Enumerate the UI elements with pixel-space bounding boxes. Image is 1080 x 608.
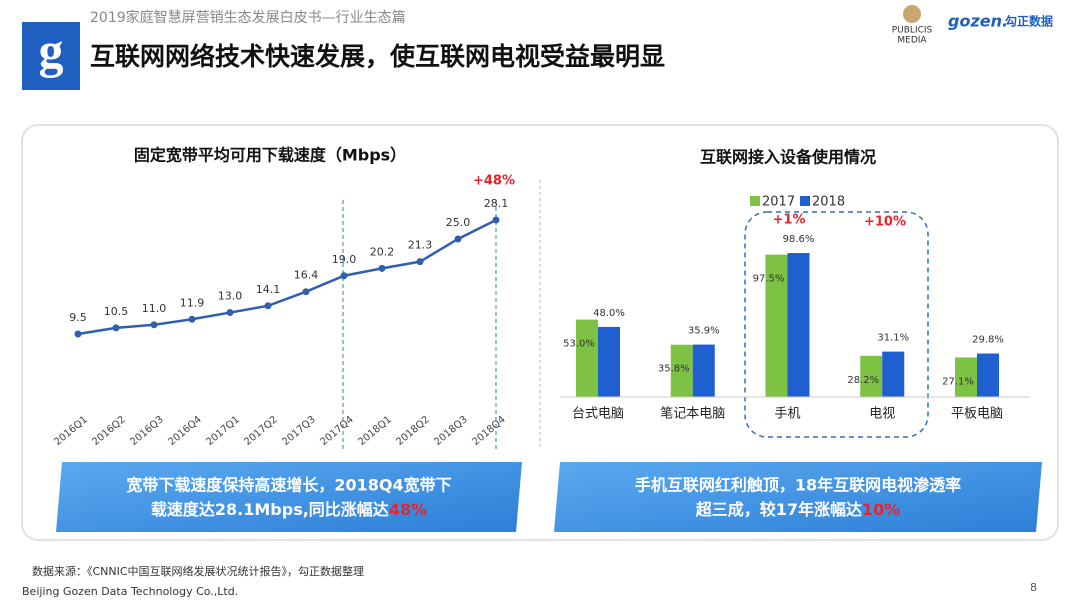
point [226,309,234,317]
value-label: 11.9 [180,296,205,309]
point [416,258,424,266]
legend-label: 2018 [812,195,845,210]
legend-swatch [800,196,810,206]
x-tick-label: 2016Q2 [90,414,127,448]
x-tick-label: 2018Q2 [394,414,431,448]
bar [787,253,810,397]
logo-letter: g [39,22,64,78]
x-tick-label: 2018Q4 [470,414,507,448]
point [302,288,310,296]
callout-text: 超三成，较17年涨幅达 [695,500,862,519]
callout-box [56,462,522,532]
bar [598,326,620,397]
bar [692,344,715,397]
value-label: 48.0% [593,308,625,319]
value-label: 21.3 [408,239,433,252]
value-label: 35.9% [688,326,720,337]
bar [882,351,905,397]
value-label: 10.5 [104,305,129,318]
title: 互联网网络技术快速发展，使互联网电视受益最明显 [90,42,665,71]
point [492,216,500,224]
point [454,235,462,243]
value-label: 28.1 [484,197,509,210]
source: 数据来源：《CNNIC中国互联网络发展状况统计报告》，勾正数据整理 [32,564,364,578]
point [150,321,158,329]
value-label: 16.4 [294,269,319,282]
point [112,324,120,332]
bar [955,357,977,397]
value-label: 9.5 [69,311,87,324]
chart-title: 固定宽带平均可用下载速度（Mbps） [134,146,406,165]
callout-highlight: 10% [862,500,900,519]
chart-title: 互联网接入设备使用情况 [700,148,876,167]
page-number: 8 [1030,581,1037,594]
x-tick-label: 2018Q3 [432,414,469,448]
value-label: 53.0% [563,339,595,350]
callout-highlight: 48% [389,500,427,519]
callout-text: 宽带下载速度保持高速增长，2018Q4宽带下 [126,476,451,495]
gozen-text: gozen. [948,12,1008,31]
x-tick-label: 平板电脑 [951,407,1003,422]
point [340,272,348,280]
annotation: +10% [864,215,906,230]
value-label: 29.8% [972,334,1004,345]
value-label: 25.0 [446,216,471,229]
logo-box [22,22,80,90]
annotation: +48% [473,174,515,189]
x-tick-label: 台式电脑 [572,407,624,422]
bar [860,355,883,397]
publicis-text: MEDIA [897,36,927,46]
point [264,302,272,310]
x-tick-label: 2017Q3 [280,414,317,448]
x-tick-label: 电视 [869,407,895,422]
point [378,264,386,272]
value-label: 35.8% [658,364,690,375]
callout-text: 超三成，较17年涨幅达10% [695,500,901,519]
x-tick-label: 2018Q1 [356,414,393,448]
legend-label: 2017 [762,195,795,210]
callout-box [554,462,1042,532]
company: Beijing Gozen Data Technology Co.,Ltd. [22,585,238,598]
callout-text: 载速度达28.1Mbps,同比涨幅达48% [151,500,427,519]
x-tick-label: 手机 [774,407,800,422]
x-tick-label: 2016Q3 [128,414,165,448]
value-label: 31.1% [877,333,909,344]
gozen-text: 勾正数据 [1005,14,1053,29]
x-tick-label: 2017Q2 [242,414,279,448]
x-tick-label: 2016Q1 [52,414,89,448]
value-label: 19.0 [332,253,357,266]
x-tick-label: 2017Q1 [204,414,241,448]
subtitle: 2019家庭智慧屏营销生态发展白皮书—行业生态篇 [90,9,406,26]
value-label: 98.6% [783,234,815,245]
bar [765,254,788,397]
publicis-text: PUBLICIS [892,26,933,36]
x-tick-label: 笔记本电脑 [660,406,725,422]
value-label: 27.1% [942,376,974,387]
callout-text: 载速度达28.1Mbps,同比涨幅达 [151,500,389,519]
x-tick-label: 2016Q4 [166,414,203,448]
panel [21,124,1059,541]
value-label: 97.5% [753,274,785,285]
value-label: 13.0 [218,290,243,303]
line [77,218,497,336]
highlight-box [744,211,929,438]
bar [670,344,693,397]
point [188,315,196,323]
annotation: +1% [773,213,806,228]
value-label: 14.1 [256,283,281,296]
bar [576,319,598,397]
value-label: 28.2% [847,375,879,386]
callout-text: 手机互联网红利触顶，18年互联网电视渗透率 [635,476,961,495]
bar [977,353,999,397]
legend-swatch [750,196,760,206]
value-label: 11.0 [142,302,167,315]
publicis-icon [903,5,921,23]
point [74,330,82,338]
x-tick-label: 2017Q4 [318,414,355,448]
value-label: 20.2 [370,245,395,258]
